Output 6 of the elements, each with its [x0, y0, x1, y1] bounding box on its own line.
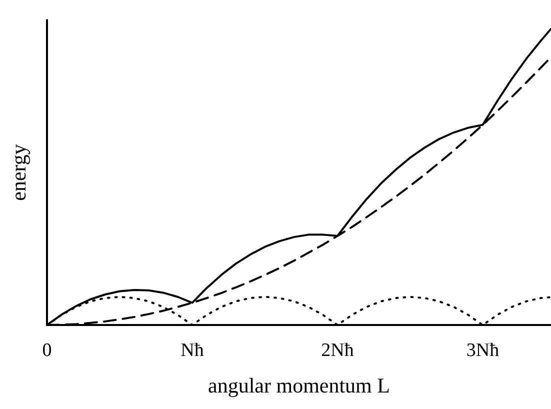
x-axis-title: angular momentum L	[208, 374, 390, 398]
x-tick-label: 3Nħ	[466, 340, 500, 361]
x-tick-label: 2Nħ	[321, 340, 354, 361]
x-tick-label: Nħ	[180, 340, 204, 361]
x-tick-label: 0	[42, 340, 52, 361]
y-axis-title: energy	[6, 144, 30, 201]
